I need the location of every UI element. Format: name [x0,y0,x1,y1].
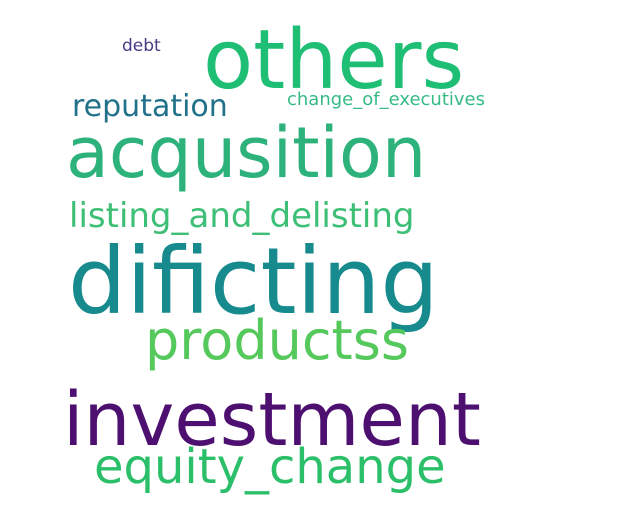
word-others: others [203,13,465,108]
word-reputation: reputation [72,89,228,124]
word-equity-change: equity_change [94,439,446,495]
word-dificting: dificting [68,228,439,335]
word-debt: debt [122,36,161,56]
word-acqusition: acqusition [66,112,427,194]
word-productss: productss [145,309,409,372]
word-investment: investment [63,377,481,463]
word-listing-and-delisting: listing_and_delisting [69,196,415,236]
word-change-of-executives: change_of_executives [287,89,485,110]
